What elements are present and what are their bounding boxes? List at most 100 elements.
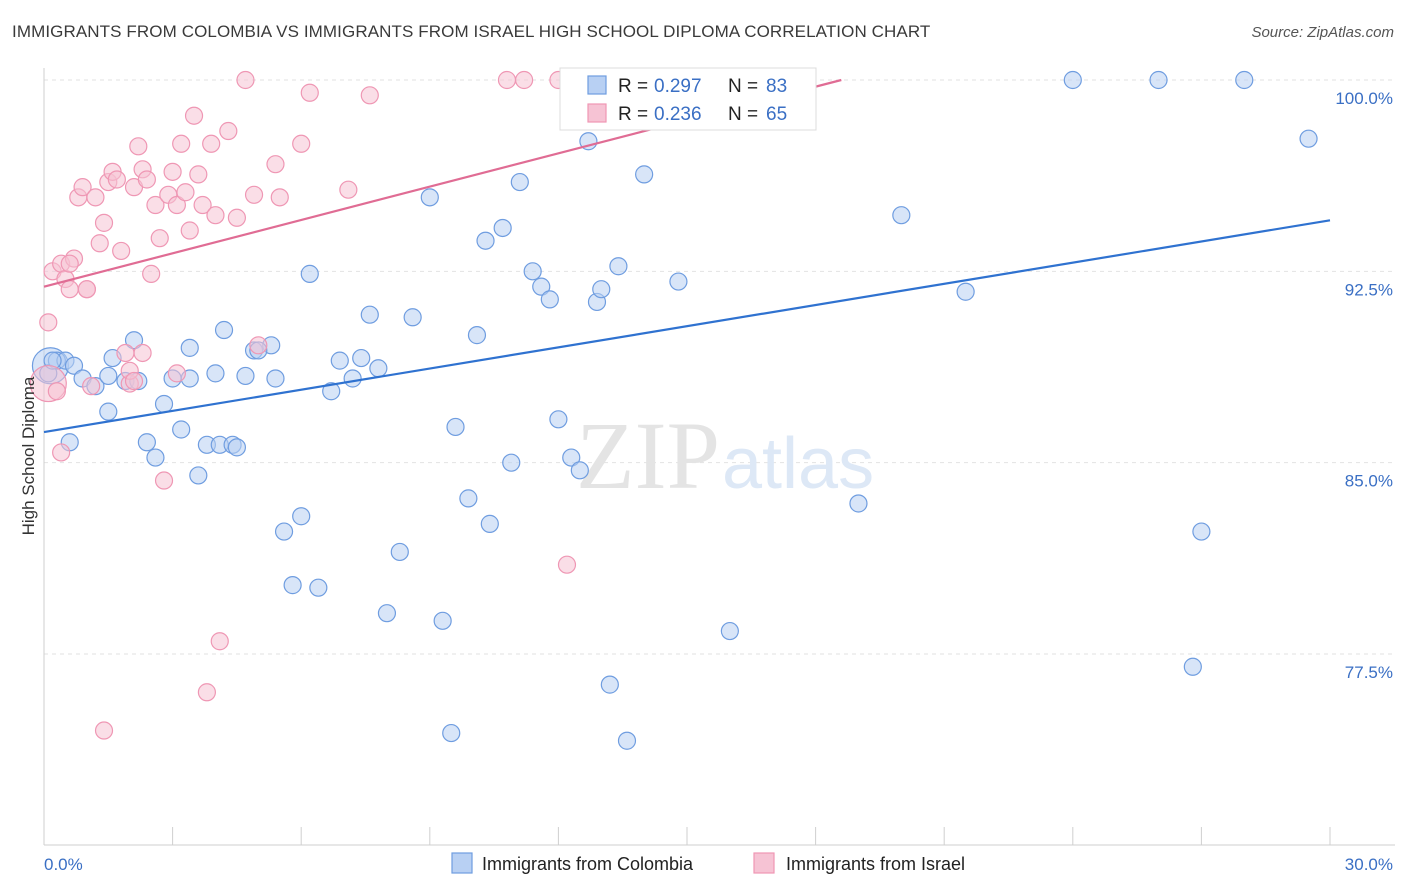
point-colombia-23 bbox=[227, 438, 246, 457]
point-colombia-55 bbox=[549, 410, 568, 429]
point-israel-36 bbox=[197, 683, 216, 702]
bottom-legend: Immigrants from Colombia Immigrants from… bbox=[451, 852, 965, 874]
point-colombia-6 bbox=[99, 366, 118, 386]
point-colombia-24 bbox=[236, 366, 255, 386]
point-colombia-57 bbox=[570, 461, 589, 480]
bottom-legend-label-israel: Immigrants from Israel bbox=[786, 854, 965, 874]
point-israel-16 bbox=[112, 241, 131, 261]
point-israel-49 bbox=[339, 180, 358, 199]
point-israel-52 bbox=[515, 70, 534, 90]
legend-n-value-israel: 65 bbox=[766, 104, 787, 125]
y-tick-label-1: 92.5% bbox=[1345, 280, 1393, 299]
point-israel-20 bbox=[129, 137, 148, 156]
point-colombia-15 bbox=[172, 420, 191, 439]
point-colombia-41 bbox=[420, 188, 439, 207]
point-colombia-75 bbox=[956, 282, 975, 301]
point-israel-24 bbox=[146, 195, 165, 215]
point-israel-43 bbox=[244, 185, 264, 204]
legend-n-value-colombia: 83 bbox=[766, 76, 787, 97]
point-israel-12 bbox=[94, 213, 114, 232]
point-colombia-21 bbox=[214, 320, 234, 340]
point-colombia-30 bbox=[292, 507, 311, 526]
point-colombia-19 bbox=[206, 364, 225, 383]
point-colombia-81 bbox=[1183, 657, 1202, 676]
point-israel-64 bbox=[77, 280, 96, 299]
point-colombia-46 bbox=[467, 326, 487, 345]
point-colombia-11 bbox=[99, 402, 118, 421]
watermark-atlas: atlas bbox=[722, 424, 874, 504]
point-israel-51 bbox=[497, 70, 517, 90]
point-colombia-40 bbox=[403, 308, 422, 327]
point-israel-46 bbox=[270, 188, 289, 207]
point-colombia-17 bbox=[189, 466, 208, 485]
point-israel-25 bbox=[150, 229, 169, 248]
axes bbox=[43, 68, 1395, 846]
point-israel-10 bbox=[86, 188, 105, 207]
point-colombia-60 bbox=[592, 280, 611, 299]
point-israel-40 bbox=[219, 121, 238, 141]
point-colombia-43 bbox=[442, 723, 461, 743]
point-israel-56 bbox=[47, 382, 66, 401]
x-tick-label-1: 30.0% bbox=[1345, 855, 1393, 874]
point-israel-0 bbox=[39, 313, 58, 332]
point-colombia-33 bbox=[322, 382, 341, 401]
legend-swatch-israel bbox=[587, 103, 607, 123]
point-colombia-74 bbox=[892, 206, 911, 225]
x-tick-label-0: 0.0% bbox=[44, 855, 83, 874]
point-israel-37 bbox=[202, 134, 221, 153]
point-israel-42 bbox=[236, 70, 255, 90]
point-israel-41 bbox=[227, 208, 246, 227]
point-colombia-44 bbox=[446, 417, 465, 437]
y-tick-label-2: 85.0% bbox=[1345, 472, 1393, 491]
point-colombia-12 bbox=[146, 448, 165, 467]
point-colombia-13 bbox=[154, 394, 174, 414]
point-colombia-61 bbox=[600, 675, 619, 694]
point-israel-32 bbox=[180, 221, 199, 240]
point-israel-50 bbox=[360, 86, 379, 105]
point-colombia-78 bbox=[1192, 522, 1211, 541]
point-colombia-63 bbox=[635, 165, 654, 184]
point-colombia-37 bbox=[369, 359, 388, 378]
point-colombia-68 bbox=[180, 338, 199, 357]
inset-legend: R = 0.297 N = 83 R = 0.236 N = 65 bbox=[559, 67, 817, 131]
bottom-legend-label-colombia: Immigrants from Colombia bbox=[482, 854, 694, 874]
point-colombia-8 bbox=[124, 331, 144, 350]
legend-r-label-colombia: R = bbox=[618, 76, 648, 97]
point-colombia-36 bbox=[352, 348, 371, 368]
trend-line-colombia bbox=[43, 219, 1331, 434]
point-israel-33 bbox=[184, 106, 204, 125]
point-israel-4 bbox=[60, 280, 79, 299]
point-colombia-53 bbox=[532, 277, 551, 296]
point-israel-44 bbox=[249, 336, 268, 355]
point-israel-58 bbox=[133, 343, 152, 363]
point-colombia-80 bbox=[1299, 129, 1318, 148]
point-colombia-48 bbox=[480, 514, 499, 533]
point-colombia-34 bbox=[330, 351, 349, 370]
point-israel-45 bbox=[266, 155, 285, 174]
chart-title: IMMIGRANTS FROM COLOMBIA VS IMMIGRANTS F… bbox=[12, 22, 931, 41]
point-colombia-51 bbox=[510, 172, 529, 192]
point-israel-34 bbox=[189, 165, 208, 184]
point-colombia-45 bbox=[459, 489, 478, 508]
point-israel-62 bbox=[167, 364, 186, 383]
point-colombia-29 bbox=[283, 576, 302, 595]
point-colombia-47 bbox=[476, 231, 495, 250]
legend-swatch-colombia bbox=[587, 75, 607, 95]
point-colombia-27 bbox=[266, 369, 285, 388]
point-colombia-73 bbox=[849, 494, 868, 513]
point-colombia-38 bbox=[377, 604, 397, 623]
point-israel-60 bbox=[557, 555, 577, 574]
point-colombia-79 bbox=[1235, 70, 1254, 90]
point-colombia-9 bbox=[137, 433, 156, 452]
point-israel-35 bbox=[193, 195, 212, 215]
point-israel-55 bbox=[52, 443, 71, 462]
point-colombia-42 bbox=[433, 611, 452, 630]
point-israel-9 bbox=[82, 377, 101, 396]
point-colombia-28 bbox=[274, 522, 294, 541]
point-colombia-77 bbox=[1149, 70, 1168, 90]
point-israel-17 bbox=[116, 343, 135, 363]
point-israel-23 bbox=[142, 264, 161, 283]
point-israel-30 bbox=[172, 134, 191, 153]
point-colombia-65 bbox=[720, 621, 739, 641]
